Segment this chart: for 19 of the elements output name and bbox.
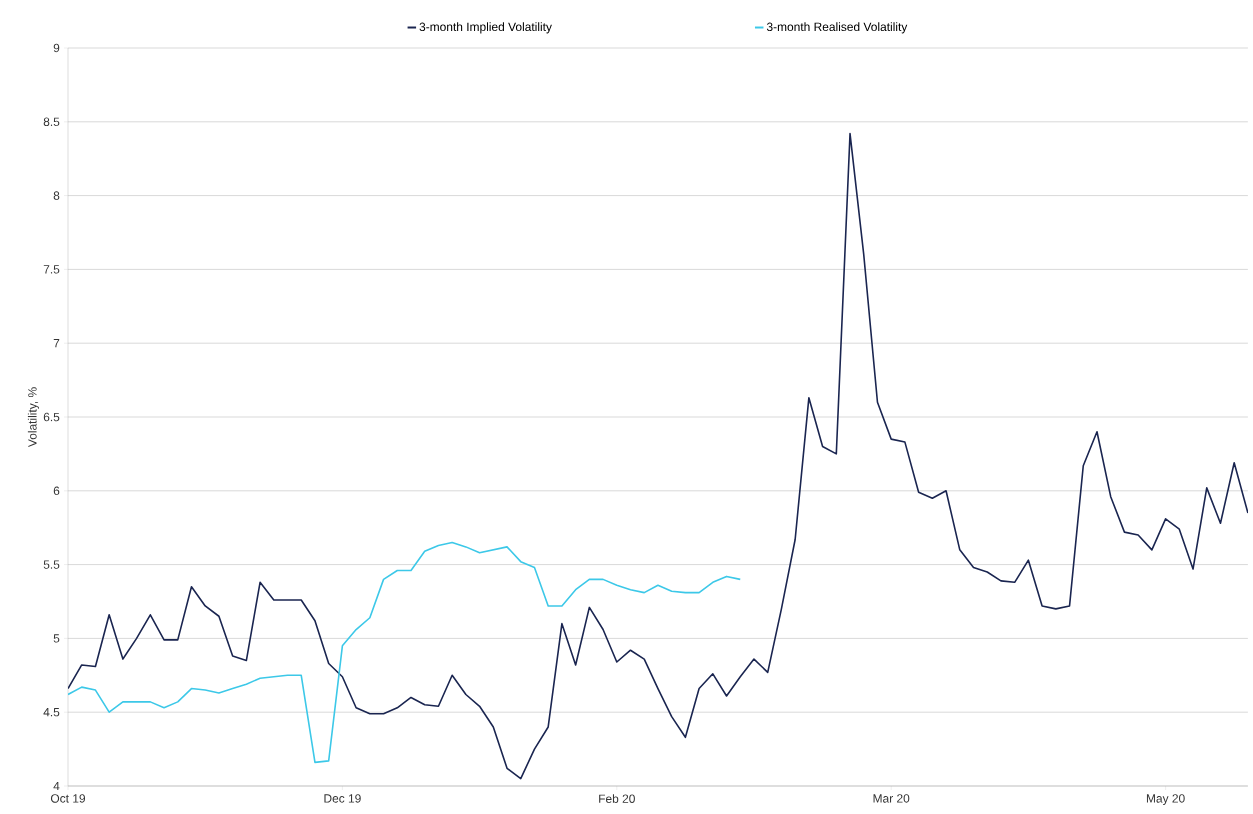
y-tick-label: 5.5 xyxy=(43,560,60,569)
y-axis-title: Volatility, % xyxy=(27,387,40,448)
x-tick-label: May 20 xyxy=(1146,794,1185,806)
x-tick-label: Mar 20 xyxy=(873,794,910,803)
x-tick-label: Dec 19 xyxy=(324,794,361,803)
x-tick-label: Oct 19 xyxy=(50,794,86,803)
legend-label: 3-month Realised Volatility xyxy=(766,22,908,34)
y-tick-label: 8.5 xyxy=(43,117,60,127)
y-tick-label: 7.5 xyxy=(43,265,60,274)
y-tick-label: 6.5 xyxy=(43,412,60,422)
y-tick-label: 4 xyxy=(53,781,60,791)
y-tick-label: 7 xyxy=(53,339,60,348)
y-tick-label: 4.5 xyxy=(43,708,60,717)
y-tick-label: 5 xyxy=(53,634,60,643)
y-tick-label: 6 xyxy=(53,486,60,496)
y-tick-label: 8 xyxy=(53,191,60,200)
legend-label: 3-month Implied Volatility xyxy=(419,22,552,34)
y-tick-label: 9 xyxy=(53,43,60,53)
x-tick-label: Feb 20 xyxy=(599,794,635,803)
